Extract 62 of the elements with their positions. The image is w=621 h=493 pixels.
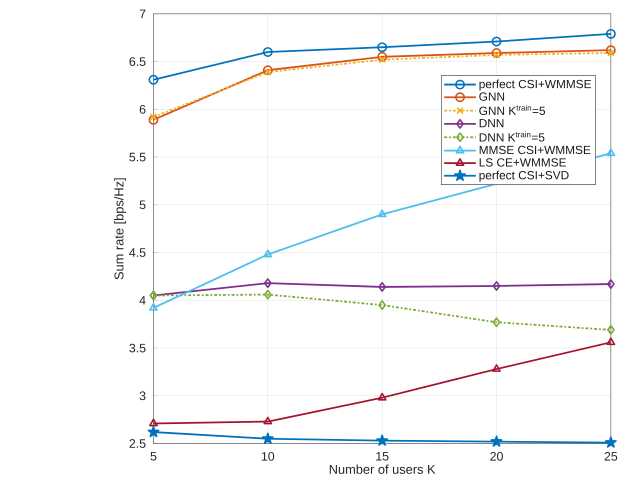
- point: [492, 51, 500, 59]
- point: [377, 52, 388, 62]
- point: [264, 278, 272, 288]
- point: [606, 279, 615, 290]
- point: [149, 302, 158, 311]
- point: [492, 48, 502, 58]
- point: [262, 432, 274, 444]
- point: [376, 434, 388, 446]
- legend-label: perfect CSI+SVD: [479, 170, 569, 182]
- point: [604, 436, 617, 448]
- y-tick-label: 4.5: [129, 248, 146, 257]
- x-axis-title: Number of users K: [330, 464, 436, 474]
- point: [492, 317, 500, 328]
- point: [492, 364, 501, 372]
- point: [377, 42, 388, 52]
- legend-label: DNN K$^{train}$=5: [480, 131, 544, 142]
- y-tick-label: 3.5: [129, 344, 146, 352]
- point: [264, 68, 272, 76]
- point: [606, 45, 616, 56]
- point: [149, 418, 158, 426]
- point: [378, 300, 386, 310]
- point: [606, 324, 615, 335]
- legend-label: MMSE CSI+WMMSE: [480, 146, 590, 154]
- point: [606, 28, 616, 39]
- x-tick-label: 25: [604, 452, 618, 461]
- point: [378, 282, 386, 292]
- y-tick-label: 6: [140, 104, 146, 114]
- point: [148, 114, 158, 125]
- point: [264, 290, 272, 300]
- point: [606, 148, 616, 156]
- y-tick-label: 2.5: [129, 439, 146, 448]
- x-tick-label: 10: [262, 452, 274, 461]
- point: [606, 337, 616, 346]
- legend-label: DNN: [480, 119, 504, 128]
- point: [492, 281, 500, 291]
- point: [263, 250, 272, 258]
- x-tick-label: 15: [376, 452, 389, 461]
- y-tick-label: 5.5: [129, 152, 146, 162]
- point: [378, 209, 387, 218]
- point: [378, 56, 386, 64]
- y-tick-label: 4: [139, 296, 146, 305]
- y-axis-title: Sum rate [bps/Hz]: [114, 178, 126, 280]
- point: [607, 49, 615, 57]
- y-tick-label: 6.5: [129, 57, 146, 66]
- point: [263, 416, 272, 424]
- point: [262, 65, 273, 76]
- legend-label: GNN K$^{train}$=5: [479, 104, 546, 115]
- x-tick-label: 5: [150, 452, 156, 461]
- legend-label: perfect CSI+WMMSE: [479, 80, 591, 91]
- legend-label: LS CE+WMMSE: [480, 158, 566, 167]
- y-tick-label: 3: [140, 391, 146, 400]
- y-tick-label: 7: [140, 10, 146, 18]
- point: [150, 113, 158, 121]
- y-tick-label: 5: [140, 200, 146, 210]
- point: [378, 392, 387, 401]
- point: [148, 426, 160, 438]
- legend-label: GNN: [479, 92, 504, 101]
- point: [262, 47, 273, 57]
- x-tick-label: 20: [490, 452, 503, 461]
- point: [490, 435, 502, 447]
- point: [148, 74, 158, 85]
- point: [492, 36, 502, 46]
